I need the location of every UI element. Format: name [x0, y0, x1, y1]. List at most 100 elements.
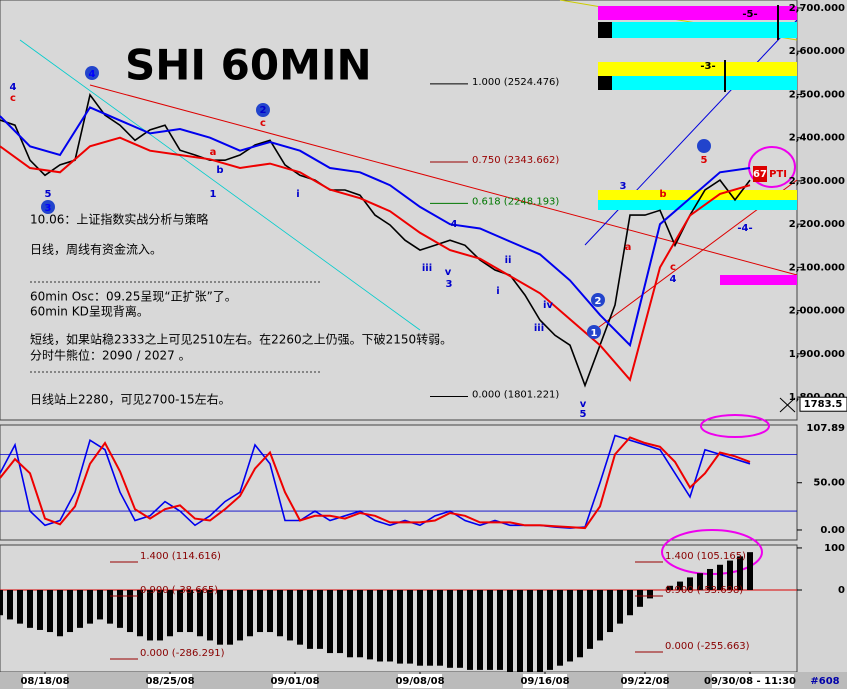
y-tick-label: 2,500.000 [789, 89, 845, 100]
wave-label: 67 [753, 169, 767, 180]
histogram-bar [307, 589, 313, 649]
histogram-bar [507, 589, 513, 672]
footer: #608 [810, 676, 839, 687]
histogram-bar [57, 589, 63, 637]
histogram-bar [637, 589, 643, 607]
histogram-bar [87, 589, 93, 624]
last-value-label: 1783.5 [804, 399, 843, 410]
histogram-bar [317, 589, 323, 649]
histogram-bar [117, 589, 123, 628]
x-label-box [273, 674, 317, 688]
target-bar [598, 190, 797, 200]
wave-label: PTI [769, 169, 787, 180]
wave-label: i [496, 286, 499, 297]
annotation: 日线，周线有资金流入。 [30, 242, 162, 257]
annotation: 60min KD呈现背离。 [30, 304, 149, 319]
osc-panel [0, 424, 798, 541]
histogram-bar [187, 589, 193, 633]
y-tick-label: 0.00 [820, 525, 845, 536]
y-tick-label: 2,100.000 [789, 262, 845, 273]
wave-marker [697, 139, 711, 153]
histogram-bar [627, 589, 633, 616]
wave-label: iii [422, 263, 432, 274]
histogram-bar [327, 589, 333, 654]
histogram-bar [677, 581, 683, 590]
histogram-bar [667, 585, 673, 590]
histogram-bar [197, 589, 203, 637]
histogram-bar [437, 589, 443, 666]
highlight-circle [748, 146, 796, 188]
histogram-bar [277, 589, 283, 637]
target-bar [598, 200, 797, 210]
fib-label: 0.000 (-255.663) [665, 641, 750, 652]
wave-label: 3 [620, 181, 627, 192]
histogram-bar [387, 589, 393, 662]
y-tick-label: 2,400.000 [789, 133, 845, 144]
series-line [0, 136, 751, 382]
y-tick-label: 50.00 [813, 478, 845, 489]
fib-label: 0.900 (-38.665) [140, 585, 218, 596]
fib-label: 0.000 (-286.291) [140, 648, 225, 659]
series-line [0, 106, 751, 348]
histogram-bar [487, 589, 493, 670]
histogram-bar [607, 589, 613, 633]
histogram-bar [347, 589, 353, 658]
histogram-bar [747, 552, 753, 590]
histogram-bar [157, 589, 163, 641]
histogram-bar [417, 589, 423, 666]
histogram-bar [727, 560, 733, 590]
histogram-bar [447, 589, 453, 668]
histogram-bar [717, 564, 723, 590]
histogram-bar [377, 589, 383, 662]
wave-label: b [216, 165, 223, 176]
x-tick-label: 08/18/08 [20, 676, 69, 687]
highlight-circle [700, 414, 770, 438]
y-tick-label: 2,700.000 [789, 3, 845, 14]
wave-label: v [580, 399, 587, 410]
histogram-bar [737, 556, 743, 590]
fib-label: 0.000 (1801.221) [472, 390, 559, 401]
histogram-bar [477, 589, 483, 670]
annotation: 分时牛熊位：2090 / 2027 。 [30, 348, 191, 363]
close-icon [779, 397, 796, 413]
histogram-bar [467, 589, 473, 670]
wave-label: 4 [10, 82, 17, 93]
histogram-bar [587, 589, 593, 649]
series-line [0, 434, 751, 529]
histogram-bar [207, 589, 213, 641]
histogram-bar [517, 589, 523, 672]
fib-label: 1.400 (114.616) [140, 551, 221, 562]
target-bar [598, 6, 797, 20]
fib-label: 0.900 (-53.698) [665, 585, 743, 596]
max-value-label: 107.89 [806, 423, 845, 434]
histogram-bar [247, 589, 253, 637]
x-label-box [623, 674, 667, 688]
y-tick-label: 2,600.000 [789, 46, 845, 57]
series-line [0, 93, 751, 388]
histogram-bar [357, 589, 363, 658]
x-tick-label: 09/30/08 - 11:30 [704, 676, 796, 687]
histogram-bar [497, 589, 503, 670]
histogram-bar [97, 589, 103, 620]
wave-label: v [445, 267, 452, 278]
target-bar [598, 62, 797, 76]
histogram-bar [547, 589, 553, 670]
x-tick-label: 08/25/08 [145, 676, 194, 687]
fib-label: 1.000 (2524.476) [472, 77, 559, 88]
histogram-bar [687, 577, 693, 590]
histogram-bar [47, 589, 53, 633]
y-tick-label: 2,300.000 [789, 176, 845, 187]
wave-marker [256, 103, 270, 117]
wave-label: a [625, 242, 632, 253]
histogram-bar [297, 589, 303, 645]
histogram-bar [287, 589, 293, 641]
y-tick-label: 2,200.000 [789, 219, 845, 230]
histogram-bar [0, 589, 3, 616]
last-value-box [799, 396, 847, 412]
target-bar [598, 76, 612, 90]
wave-label: 4 [451, 219, 458, 230]
fib-label: 0.618 (2248.193) [472, 196, 559, 207]
histogram-bar [257, 589, 263, 633]
wave-label: ii [505, 255, 512, 266]
histogram-bar [17, 589, 23, 624]
